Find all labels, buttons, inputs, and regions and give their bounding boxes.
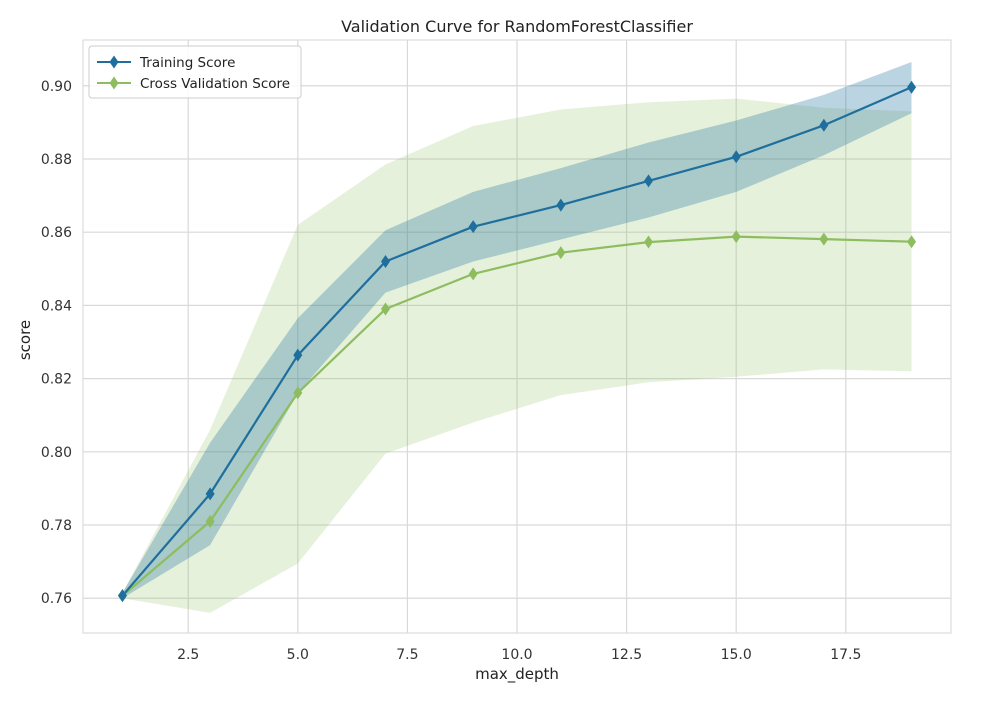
x-tick-label: 2.5 bbox=[177, 647, 199, 663]
y-axis-title: score bbox=[16, 320, 34, 360]
y-tick-label: 0.88 bbox=[41, 152, 72, 168]
series-markers bbox=[117, 80, 917, 603]
training-score-line bbox=[121, 86, 912, 597]
x-tick-label: 7.5 bbox=[396, 647, 418, 663]
cv-score-point bbox=[907, 235, 917, 249]
cv-score-point bbox=[556, 246, 566, 260]
training-score-point bbox=[117, 589, 127, 603]
cv-score-point bbox=[380, 302, 390, 316]
training-score-point bbox=[205, 487, 215, 501]
y-tick-label: 0.86 bbox=[41, 225, 72, 241]
grid-lines bbox=[83, 40, 951, 633]
cv-score-point bbox=[731, 230, 741, 244]
training-score-point bbox=[644, 174, 654, 188]
y-tick-label: 0.78 bbox=[41, 518, 72, 534]
legend-cv-label: Cross Validation Score bbox=[140, 76, 290, 92]
cv-score-band bbox=[122, 98, 912, 613]
cv-score-point bbox=[468, 267, 478, 281]
training-score-point bbox=[907, 80, 917, 94]
x-tick-label: 17.5 bbox=[830, 647, 861, 663]
x-tick-labels: 2.5 5.0 7.5 10.0 12.5 15.0 17.5 bbox=[177, 647, 861, 663]
x-tick-label: 15.0 bbox=[721, 647, 752, 663]
legend-training-label: Training Score bbox=[139, 55, 235, 71]
y-tick-label: 0.80 bbox=[41, 445, 72, 461]
y-tick-label: 0.90 bbox=[41, 79, 72, 95]
training-score-point bbox=[380, 254, 390, 268]
legend-box bbox=[88, 45, 302, 99]
y-tick-label: 0.76 bbox=[41, 591, 72, 607]
chart-title: Validation Curve for RandomForestClassif… bbox=[341, 17, 693, 36]
cv-score-point bbox=[293, 386, 303, 400]
legend: Training Score Cross Validation Score bbox=[88, 45, 302, 99]
legend-cv-marker bbox=[109, 76, 119, 90]
legend-training-marker bbox=[109, 55, 119, 69]
training-score-band bbox=[122, 62, 912, 599]
cv-score-point bbox=[819, 232, 829, 246]
confidence-bands bbox=[122, 62, 912, 613]
y-tick-label: 0.84 bbox=[41, 298, 72, 314]
cv-score-point bbox=[644, 235, 654, 249]
x-axis-title: max_depth bbox=[475, 665, 559, 684]
cv-score-line bbox=[121, 235, 912, 597]
series-lines bbox=[121, 86, 912, 597]
x-tick-label: 12.5 bbox=[611, 647, 642, 663]
training-score-point bbox=[731, 150, 741, 164]
x-tick-label: 5.0 bbox=[287, 647, 309, 663]
training-score-point bbox=[468, 220, 478, 234]
training-score-point bbox=[819, 118, 829, 132]
training-score-point bbox=[293, 348, 303, 362]
y-tick-label: 0.82 bbox=[41, 372, 72, 388]
x-tick-label: 10.0 bbox=[501, 647, 532, 663]
training-score-point bbox=[556, 198, 566, 212]
y-tick-labels: 0.76 0.78 0.80 0.82 0.84 0.86 0.88 0.90 bbox=[41, 79, 72, 607]
cv-score-point bbox=[205, 514, 215, 528]
